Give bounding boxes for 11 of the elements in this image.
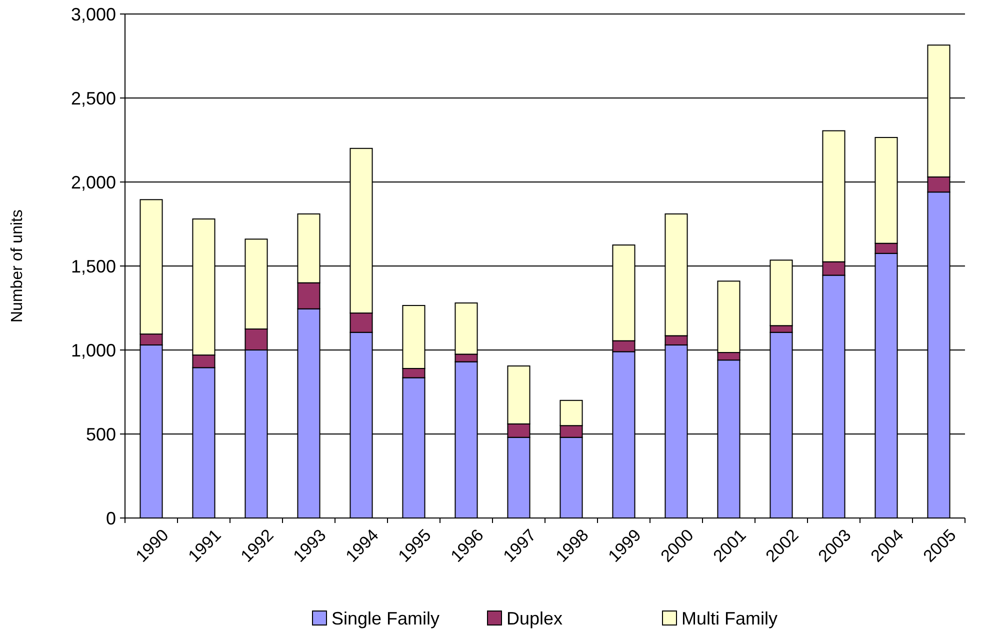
legend-label: Duplex <box>506 608 563 628</box>
y-tick-label: 0 <box>106 508 116 528</box>
y-tick-label: 2,500 <box>70 88 116 108</box>
y-tick-label: 2,000 <box>70 172 116 192</box>
y-tick-label: 1,000 <box>70 340 116 360</box>
y-axis-title: Number of units <box>9 210 26 322</box>
y-tick-label: 500 <box>86 424 116 444</box>
y-tick-label: 3,000 <box>70 4 116 24</box>
legend-label: Multi Family <box>682 608 778 628</box>
y-tick-label: 1,500 <box>70 256 116 276</box>
legend-label: Single Family <box>332 608 440 628</box>
